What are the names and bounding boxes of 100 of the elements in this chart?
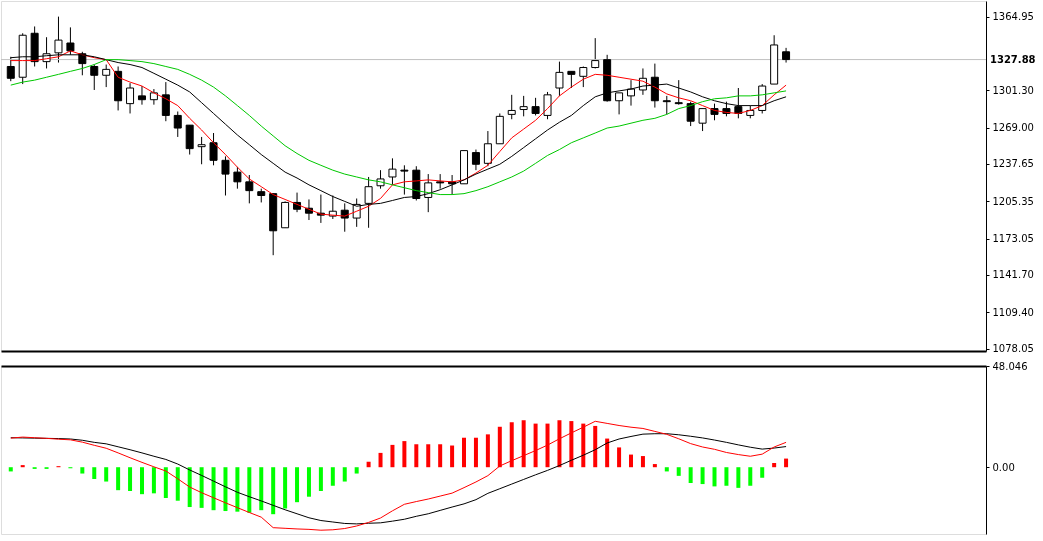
bar <box>760 467 765 478</box>
candlestick <box>245 174 254 204</box>
candlestick <box>555 61 564 97</box>
candlestick <box>627 79 636 107</box>
bar <box>438 444 443 468</box>
y-tick-label: 48.046 <box>992 360 1028 372</box>
candlestick <box>126 82 135 114</box>
y-tick-label: 1205.35 <box>992 195 1034 207</box>
bar <box>402 441 407 468</box>
candlestick <box>185 124 194 156</box>
bar <box>676 467 681 476</box>
bar <box>629 454 634 468</box>
y-tick-label: 1301.30 <box>992 84 1034 96</box>
bar <box>378 452 383 468</box>
candlestick <box>233 166 242 190</box>
candlestick <box>137 85 146 106</box>
bar <box>295 467 300 503</box>
bar <box>199 467 204 508</box>
bar <box>104 467 109 482</box>
candlestick <box>662 95 671 115</box>
candlestick <box>698 108 707 132</box>
candlestick <box>400 164 409 196</box>
bar <box>605 438 610 468</box>
y-tick-label: 1237.65 <box>992 158 1034 170</box>
candlestick <box>686 101 695 127</box>
bar <box>92 467 97 480</box>
bar <box>664 467 669 472</box>
bar <box>366 461 371 468</box>
candlestick <box>591 37 600 69</box>
bar <box>772 463 777 468</box>
bar <box>283 467 288 509</box>
y-tick-label: 1141.70 <box>992 269 1034 281</box>
bar <box>640 456 645 468</box>
candlestick <box>674 79 683 106</box>
candlestick <box>483 130 492 167</box>
bar <box>151 467 156 494</box>
bar <box>485 434 490 468</box>
candlestick <box>507 94 516 120</box>
bar <box>306 467 311 497</box>
bar <box>426 444 431 468</box>
bar <box>116 467 121 491</box>
bar <box>462 437 467 468</box>
bar <box>211 467 216 511</box>
candlestick <box>197 136 206 165</box>
candlestick <box>102 64 111 88</box>
bar <box>163 467 168 498</box>
candlestick <box>734 87 743 119</box>
bar <box>652 464 657 468</box>
bar <box>8 467 13 472</box>
bar <box>128 467 133 492</box>
bar <box>593 425 598 468</box>
y-tick-label: 0.00 <box>992 461 1015 473</box>
bar <box>688 467 693 484</box>
y-tick-label: 1109.40 <box>992 306 1034 318</box>
bar <box>330 467 335 486</box>
candlestick <box>579 65 588 88</box>
bar <box>20 465 25 468</box>
candlestick <box>90 64 99 91</box>
y-tick-label: 1269.00 <box>992 122 1034 134</box>
bar <box>533 423 538 468</box>
bar <box>414 444 419 468</box>
bar <box>259 467 264 511</box>
bar <box>581 423 586 468</box>
bar <box>748 467 753 486</box>
ref-line-label: 1327.88 <box>990 53 1036 65</box>
y-tick-label: 1173.05 <box>992 233 1034 245</box>
bar <box>712 467 717 487</box>
candlestick <box>471 149 480 171</box>
bar <box>318 467 323 492</box>
candlestick <box>543 91 552 120</box>
candlestick <box>221 155 230 196</box>
bar <box>175 467 180 501</box>
bar <box>450 445 455 468</box>
line-series <box>10 420 787 531</box>
candlestick <box>149 88 158 106</box>
candlestick <box>615 92 624 115</box>
bar <box>80 467 85 474</box>
bar <box>724 467 729 486</box>
bar <box>784 458 789 468</box>
bar <box>736 467 741 488</box>
bar <box>497 426 502 468</box>
bar <box>390 444 395 468</box>
candlestick <box>161 81 170 122</box>
candlestick <box>173 111 182 138</box>
bar <box>139 467 144 495</box>
candlestick <box>209 132 218 166</box>
bar <box>473 437 478 468</box>
bar <box>187 467 192 508</box>
bar <box>700 467 705 485</box>
y-tick-label: 1078.05 <box>992 343 1034 355</box>
y-tick-label: 1364.95 <box>992 11 1034 23</box>
bar <box>247 467 252 513</box>
bar <box>235 467 240 512</box>
bar <box>271 467 276 515</box>
bar <box>617 447 622 468</box>
bar <box>342 467 347 482</box>
bar <box>545 423 550 468</box>
bar <box>354 467 359 474</box>
bar <box>223 467 228 512</box>
candlestick <box>388 157 397 186</box>
